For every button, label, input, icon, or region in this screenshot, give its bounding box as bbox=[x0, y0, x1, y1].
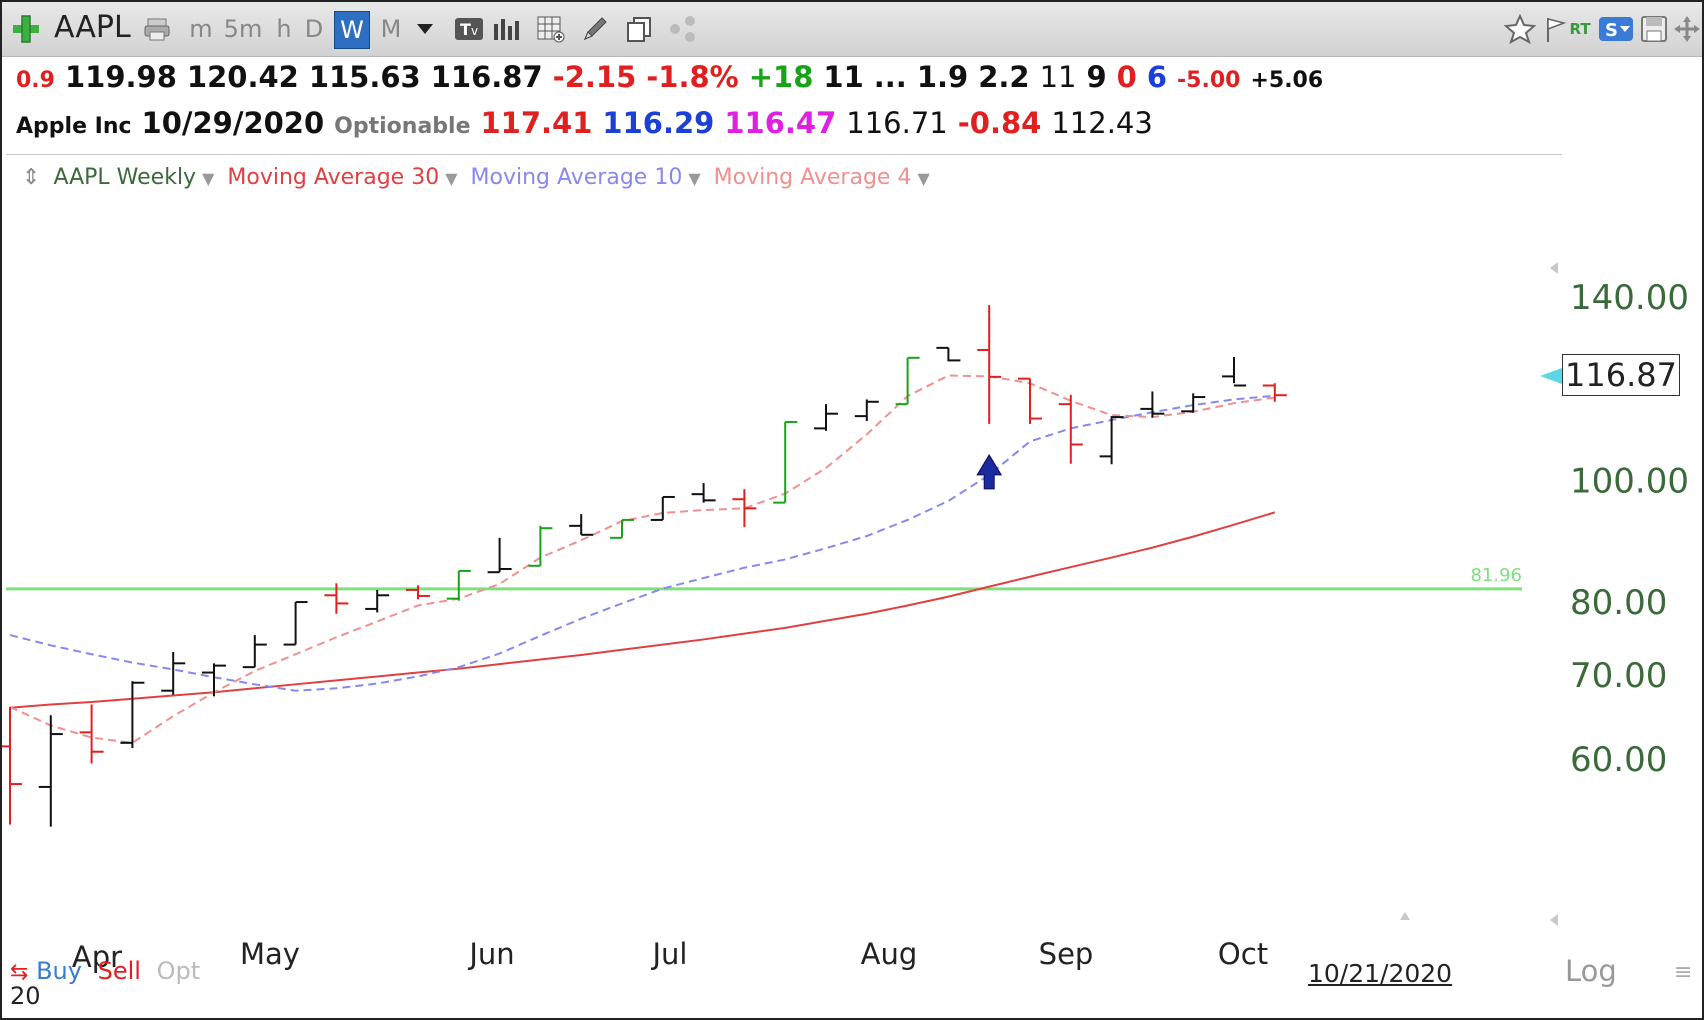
bar-chart-icon[interactable] bbox=[490, 2, 524, 56]
svg-text:S: S bbox=[1605, 20, 1618, 41]
timeframe-mo[interactable]: M bbox=[380, 15, 402, 43]
y-tick-label: 80.00 bbox=[1570, 583, 1667, 623]
quote-value: ... bbox=[873, 60, 907, 94]
timeframe-d[interactable]: D bbox=[304, 15, 324, 43]
quote-value: 0.9 bbox=[16, 68, 55, 93]
timeframe-m[interactable]: m bbox=[189, 15, 213, 43]
quote-value: 11 bbox=[823, 60, 864, 94]
save-icon[interactable] bbox=[1638, 2, 1670, 56]
quote-value: 117.41 bbox=[480, 106, 593, 140]
quote-value: 9 bbox=[1086, 60, 1107, 94]
sell-toggle[interactable]: Sell bbox=[97, 957, 141, 985]
current-price-box: 116.87 bbox=[1562, 354, 1680, 396]
x-axis-month-label: Oct bbox=[1218, 937, 1268, 971]
ma10-line bbox=[9, 394, 1275, 692]
quote-value: 1.9 bbox=[916, 60, 969, 94]
scroll-left-icon bbox=[1550, 914, 1558, 926]
timeframe-5m[interactable]: 5m bbox=[223, 15, 263, 43]
star-icon[interactable] bbox=[1502, 2, 1538, 56]
chevron-down-icon[interactable]: ▼ bbox=[445, 169, 458, 188]
legend-ma4[interactable]: Moving Average 4 bbox=[713, 165, 912, 190]
timeframe-w[interactable]: W bbox=[334, 11, 370, 49]
share-icon[interactable] bbox=[666, 2, 700, 56]
y-tick-label: 60.00 bbox=[1570, 740, 1667, 780]
quote-value: 116.71 bbox=[846, 106, 948, 140]
quote-value: -5.00 bbox=[1177, 68, 1241, 93]
chevron-down-icon[interactable]: ▼ bbox=[917, 169, 930, 188]
chevron-down-icon[interactable]: ▼ bbox=[202, 169, 215, 188]
quote-value: 0 bbox=[1116, 60, 1137, 94]
price-marker-icon bbox=[1540, 368, 1562, 384]
timeframe-h[interactable]: h bbox=[276, 15, 292, 43]
print-icon[interactable] bbox=[142, 2, 172, 56]
chevron-down-icon[interactable]: ▼ bbox=[688, 169, 701, 188]
divider bbox=[6, 154, 1562, 155]
x-axis-month-label: Jul bbox=[651, 937, 688, 971]
x-axis-month-label: Aug bbox=[861, 937, 918, 971]
legend-aapl-weekly[interactable]: AAPL Weekly bbox=[53, 165, 197, 190]
quote-row-2: Apple Inc 10/29/2020 Optionable 117.41 116.2… bbox=[16, 106, 1163, 150]
ma4-line bbox=[9, 374, 1275, 744]
x-axis-month-label: May bbox=[240, 937, 300, 971]
move-icon[interactable] bbox=[1672, 2, 1702, 56]
flag-icon[interactable] bbox=[1542, 2, 1570, 56]
log-toggle[interactable]: Log bbox=[1565, 954, 1617, 988]
quote-value: 10/29/2020 bbox=[141, 106, 325, 140]
quote-value: 119.98 bbox=[64, 60, 177, 94]
quote-value: 112.43 bbox=[1051, 106, 1153, 140]
buy-sell-arrows-icon: ⇆ bbox=[10, 960, 29, 985]
quote-row-1: 0.9 119.98 120.42 115.63 116.87 -2.15 -1.8% +18… bbox=[16, 60, 1333, 104]
legend-ma30[interactable]: Moving Average 30 bbox=[227, 165, 440, 190]
quote-value: -1.8% bbox=[646, 60, 739, 94]
quote-value: -2.15 bbox=[552, 60, 637, 94]
buy-toggle[interactable]: Buy bbox=[36, 957, 82, 985]
quote-value: 116.87 bbox=[430, 60, 543, 94]
pencil-icon[interactable] bbox=[578, 2, 612, 56]
add-icon[interactable] bbox=[10, 2, 42, 56]
quote-value: +18 bbox=[748, 60, 814, 94]
quote-value: 6 bbox=[1146, 60, 1168, 94]
quote-value: Apple Inc bbox=[16, 114, 132, 139]
quote-value: +5.06 bbox=[1250, 68, 1324, 93]
x-axis-month-label: Apr bbox=[72, 940, 122, 974]
quote-value: -0.84 bbox=[957, 106, 1042, 140]
buy-signal-arrow-icon bbox=[976, 453, 1003, 490]
chart-legend: ⇕ AAPL Weekly ▼ Moving Average 30 ▼ Moving… bbox=[22, 165, 936, 190]
quote-value: 116.47 bbox=[724, 106, 837, 140]
svg-text:v: v bbox=[471, 24, 478, 38]
menu-icon[interactable]: ≡ bbox=[1674, 960, 1693, 985]
y-tick-label: 140.00 bbox=[1570, 278, 1689, 318]
s-badge-icon[interactable]: S bbox=[1596, 2, 1636, 56]
symbol-input[interactable]: AAPL bbox=[54, 10, 131, 45]
x-axis-month-label: Jun bbox=[467, 937, 514, 971]
updown-icon[interactable]: ⇕ bbox=[22, 165, 41, 190]
reference-line-label: 81.96 bbox=[1470, 565, 1522, 586]
ma30-line bbox=[9, 511, 1276, 709]
copy-icon[interactable] bbox=[622, 2, 656, 56]
scroll-left-icon bbox=[1550, 262, 1558, 274]
signal-bar: ⇆ Buy Sell Opt bbox=[10, 957, 200, 985]
dropdown-icon[interactable] bbox=[412, 2, 438, 56]
legend-ma10[interactable]: Moving Average 10 bbox=[470, 165, 683, 190]
quote-value: 11 bbox=[1039, 60, 1077, 94]
calculator-icon[interactable] bbox=[534, 2, 568, 56]
y-tick-label: 70.00 bbox=[1570, 656, 1667, 696]
x-axis-month-label: Sep bbox=[1039, 937, 1094, 971]
opt-toggle[interactable]: Opt bbox=[156, 957, 201, 985]
quote-value: 115.63 bbox=[308, 60, 421, 94]
quote-value: 120.42 bbox=[186, 60, 299, 94]
y-tick-label: 100.00 bbox=[1570, 461, 1689, 501]
quote-value: Optionable bbox=[334, 114, 471, 139]
date-label[interactable]: 10/21/2020 bbox=[1308, 959, 1453, 988]
svg-text:T: T bbox=[460, 20, 471, 39]
quote-value: 2.2 bbox=[978, 60, 1030, 94]
year-label: 20 bbox=[10, 982, 41, 1010]
rt-icon[interactable]: RT bbox=[1569, 20, 1591, 38]
scroll-up-icon bbox=[1400, 912, 1410, 920]
quote-value: 116.29 bbox=[602, 106, 715, 140]
